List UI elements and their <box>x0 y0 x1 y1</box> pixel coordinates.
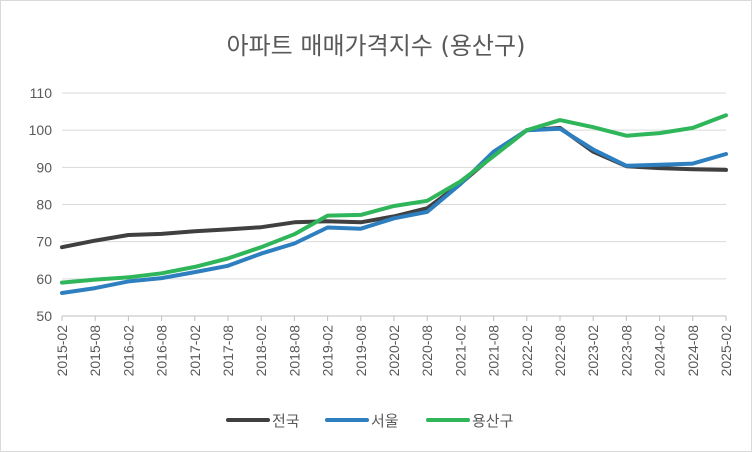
x-tick-label: 2018-02 <box>253 325 269 377</box>
x-tick-label: 2021-08 <box>486 325 502 377</box>
x-tick-label: 2016-02 <box>120 325 136 377</box>
series-line-1 <box>60 126 728 295</box>
x-tick-label: 2024-08 <box>685 325 701 377</box>
x-tick-label: 2017-08 <box>220 325 236 377</box>
x-tick-label: 2020-02 <box>386 325 402 377</box>
series-line-0 <box>60 125 728 250</box>
y-tick-label: 100 <box>29 122 53 138</box>
y-tick-label: 70 <box>36 234 52 250</box>
y-tick-label: 80 <box>36 197 52 213</box>
series-line-2 <box>60 113 728 285</box>
x-tick-label: 2017-02 <box>187 325 203 377</box>
x-tick-label: 2022-08 <box>552 325 568 377</box>
x-axis-ticks: 2015-02 2015-08 2016-02 2016-08 2017-02 2017-… <box>54 316 734 376</box>
y-tick-label: 50 <box>36 308 52 324</box>
x-tick-label: 2018-08 <box>286 325 302 377</box>
x-tick-label: 2024-02 <box>652 325 668 377</box>
x-tick-label: 2019-08 <box>353 325 369 377</box>
x-tick-label: 2015-02 <box>54 325 70 377</box>
x-tick-label: 2021-02 <box>452 325 468 377</box>
y-tick-label: 110 <box>30 85 53 101</box>
legend-label-0: 전국 <box>272 412 300 430</box>
legend: 전국 서울 용산구 <box>226 412 513 430</box>
x-tick-label: 2023-02 <box>585 325 601 377</box>
x-tick-label: 2023-08 <box>618 325 634 377</box>
x-tick-label: 2025-02 <box>718 325 734 377</box>
y-tick-label: 90 <box>36 159 52 175</box>
x-tick-label: 2016-08 <box>154 325 170 377</box>
x-tick-label: 2022-02 <box>519 325 535 377</box>
legend-label-2: 용산구 <box>472 412 513 430</box>
y-axis-ticks: 50 60 70 80 90 100 110 <box>29 85 53 324</box>
chart-title: 아파트 매매가격지수 (용산구) <box>227 32 526 60</box>
legend-label-1: 서울 <box>371 412 399 430</box>
gridlines <box>62 92 726 317</box>
x-tick-label: 2015-08 <box>87 325 103 377</box>
x-tick-label: 2019-02 <box>320 325 336 377</box>
y-tick-label: 60 <box>36 271 52 287</box>
x-tick-label: 2020-08 <box>419 325 435 377</box>
series-lines <box>60 113 728 295</box>
